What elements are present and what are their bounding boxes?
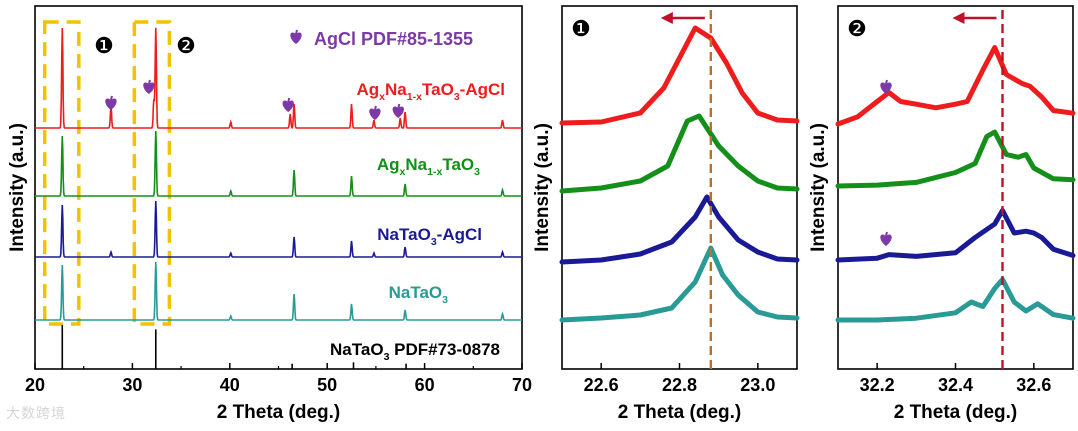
series-line-green	[35, 130, 522, 197]
series-line-blue	[835, 208, 1076, 263]
agcl-marker-icon	[880, 82, 892, 94]
x-tick-label: 60	[415, 375, 435, 395]
x-tick-label: 70	[512, 375, 532, 395]
panel-label: ❷	[847, 16, 867, 41]
x-tick-label: 20	[25, 375, 45, 395]
main-plot-frame	[34, 5, 523, 370]
label-part: Na	[405, 155, 427, 174]
agcl-marker-icon-stem	[373, 105, 377, 111]
label-part: PDF#73-0878	[389, 340, 500, 359]
shift-arrowhead	[952, 12, 965, 24]
x-tick-label: 30	[122, 375, 142, 395]
box-label-1: ❶	[94, 33, 114, 58]
label-part: TaO	[422, 80, 454, 99]
watermark: 大数跨境	[6, 405, 66, 421]
main-xrd-panel: ❶ ❷AgxNa1-xTaO3-AgClAgxNa1-xTaO3NaTaO3-Ag…	[7, 5, 532, 423]
legend-agcl-icon	[290, 32, 302, 44]
x-tick-label: 40	[220, 375, 240, 395]
y-axis-label: Intensity (a.u.)	[532, 123, 553, 252]
x-axis-label: 2 Theta (deg.)	[894, 402, 1018, 423]
label-part: -AgCl	[460, 80, 505, 99]
x-tick-label: 32.2	[860, 375, 895, 395]
label-part: TaO	[442, 155, 474, 174]
label-part: 3	[454, 91, 460, 103]
agcl-marker-icon-stem	[885, 79, 888, 85]
agcl-marker-icon-stem	[397, 103, 401, 109]
label-part: NaTaO	[389, 283, 443, 302]
zoom-panel-2: ❷ 32.2 32.4 32.6 2 Theta (deg.) Intensity (a.…	[808, 5, 1076, 423]
label-part: 3	[442, 294, 448, 306]
agcl-marker-icon-stem	[287, 97, 291, 103]
x-tick-label: 50	[317, 375, 337, 395]
agcl-marker-icon-stem	[147, 79, 151, 85]
series-line-green	[835, 129, 1076, 189]
zoom-panel-1: ❶ 22.6 22.8 23.0 2 Theta (deg.) Intensity (a.…	[532, 5, 800, 423]
highlight-box-2	[132, 20, 172, 326]
agcl-marker-icon	[392, 106, 404, 118]
agcl-marker-icon	[880, 234, 892, 246]
agcl-marker-icon-stem	[110, 95, 113, 101]
series-label-red: AgxNa1-xTaO3-AgCl	[357, 80, 506, 103]
box-label-2: ❷	[176, 33, 196, 58]
series-line-teal	[35, 261, 522, 321]
x-axis-label: 2 Theta (deg.)	[217, 402, 341, 423]
series-line-red	[835, 45, 1076, 127]
shift-arrowhead	[660, 12, 673, 24]
label-part: 1-x	[407, 91, 422, 103]
x-tick-label: 32.6	[1016, 375, 1051, 395]
agcl-marker-icon	[282, 100, 294, 112]
label-part: 3	[384, 351, 390, 363]
x-tick-label: 22.8	[662, 375, 697, 395]
series-label-green: AgxNa1-xTaO3	[377, 155, 480, 178]
label-part: NaTaO	[330, 340, 384, 359]
y-axis-label: Intensity (a.u.)	[808, 123, 829, 252]
series-line-blue	[35, 200, 522, 258]
agcl-marker-icon	[369, 108, 381, 120]
label-part: Ag	[377, 155, 400, 174]
label-part: 1-x	[427, 166, 442, 178]
x-tick-label: 23.0	[740, 375, 775, 395]
series-line-green	[559, 113, 800, 194]
x-tick-label: 32.4	[938, 375, 973, 395]
series-line-red	[35, 27, 522, 130]
x-tick-label: 22.6	[584, 375, 619, 395]
agcl-marker-icon	[105, 98, 117, 110]
series-label-teal: NaTaO3	[389, 283, 449, 306]
label-part: 3	[431, 236, 437, 248]
series-line-teal	[835, 277, 1076, 323]
legend-agcl-label: AgCl PDF#85-1355	[314, 29, 473, 49]
reference-label: NaTaO3 PDF#73-0878	[330, 340, 500, 363]
agcl-marker-icon-stem	[885, 231, 888, 237]
legend-agcl-icon-stem	[295, 29, 298, 35]
agcl-marker-icon	[143, 82, 155, 94]
label-part: 3	[474, 166, 480, 178]
label-part: x	[400, 166, 406, 178]
label-part: Na	[385, 80, 407, 99]
label-part: x	[379, 91, 385, 103]
series-line-blue	[559, 194, 800, 265]
y-axis-label: Intensity (a.u.)	[7, 123, 28, 252]
label-part: NaTaO	[377, 225, 431, 244]
label-part: Ag	[357, 80, 380, 99]
series-line-red	[559, 25, 800, 126]
highlight-box-1	[42, 20, 81, 326]
x-axis-label: 2 Theta (deg.)	[618, 402, 742, 423]
series-label-blue: NaTaO3-AgCl	[377, 225, 482, 248]
panel-label: ❶	[571, 16, 591, 41]
label-part: -AgCl	[437, 225, 482, 244]
